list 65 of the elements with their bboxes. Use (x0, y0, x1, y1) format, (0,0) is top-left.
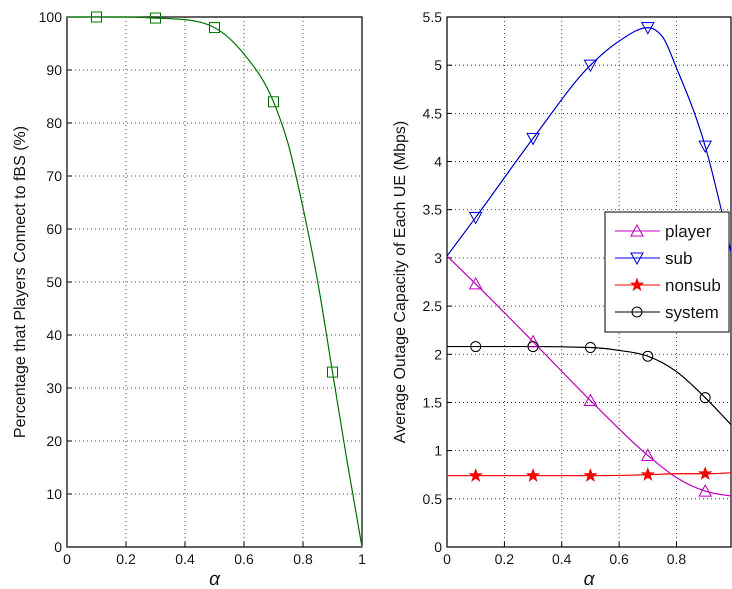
legend-label: nonsub (665, 276, 721, 295)
point (584, 60, 597, 72)
y-tick-label: 40 (46, 327, 62, 343)
y-tick-label: 2 (434, 346, 442, 362)
y-tick-label: 30 (46, 380, 62, 396)
x-tick-label: 1 (358, 551, 366, 567)
point (528, 341, 539, 352)
point (584, 342, 596, 354)
x-tick-label: 0.8 (293, 551, 313, 567)
x-tick-label: 0.2 (116, 551, 136, 567)
point (698, 140, 712, 153)
x-axis-title: α (584, 569, 596, 589)
point (526, 335, 540, 348)
y-tick-label: 5 (434, 57, 442, 74)
point (698, 484, 712, 497)
y-tick-label: 3.5 (422, 202, 442, 218)
point (469, 212, 482, 224)
x-tick-label: 0.2 (494, 551, 514, 567)
point (698, 467, 712, 480)
point (469, 277, 482, 290)
y-tick-label: 0 (434, 539, 442, 555)
point (584, 394, 597, 406)
y-tick-label: 3 (434, 250, 442, 266)
legend-label: sub (665, 249, 692, 268)
y-tick-label: 4 (434, 154, 442, 170)
y-tick-label: 60 (46, 221, 62, 237)
point (327, 366, 338, 378)
x-tick-label: 0.4 (175, 551, 195, 567)
y-axis-title: Average Outage Capacity of Each UE (Mbps) (392, 120, 409, 444)
legend-label: player (665, 222, 712, 241)
y-tick-label: 70 (46, 168, 62, 184)
y-tick-label: 5.5 (422, 9, 442, 25)
y-tick-label: 50 (46, 274, 62, 290)
point (700, 392, 711, 404)
y-tick-label: 80 (46, 115, 62, 131)
y-tick-label: 100 (38, 9, 62, 25)
x-axis-title: α (209, 569, 222, 589)
point (526, 469, 540, 482)
point (584, 469, 597, 482)
y-tick-label: 1 (434, 442, 442, 459)
point (91, 12, 102, 22)
point (150, 12, 161, 24)
y-tick-label: 10 (46, 486, 62, 502)
y-tick-label: 2.5 (422, 298, 442, 314)
x-tick-label: 0.6 (609, 551, 630, 567)
y-tick-label: 4.5 (422, 105, 442, 122)
point (642, 350, 654, 362)
legend-label: system (665, 303, 719, 322)
point (268, 96, 279, 108)
point (642, 468, 654, 480)
y-axis-title: Percentage that Players Connect to fBS (%) (12, 126, 29, 438)
x-tick-label: 0.8 (666, 551, 686, 567)
point (526, 132, 540, 145)
point (470, 341, 482, 352)
y-tick-label: 0 (54, 539, 62, 555)
point (209, 22, 220, 34)
x-tick-label: 0.4 (552, 551, 572, 567)
y-tick-label: 1.5 (422, 394, 442, 410)
y-tick-label: 20 (46, 433, 62, 449)
y-tick-label: 0.5 (422, 490, 442, 507)
y-tick-label: 90 (46, 62, 62, 78)
point (469, 469, 482, 482)
x-tick-label: 0.6 (234, 551, 254, 567)
point (641, 22, 654, 34)
point (641, 448, 654, 461)
